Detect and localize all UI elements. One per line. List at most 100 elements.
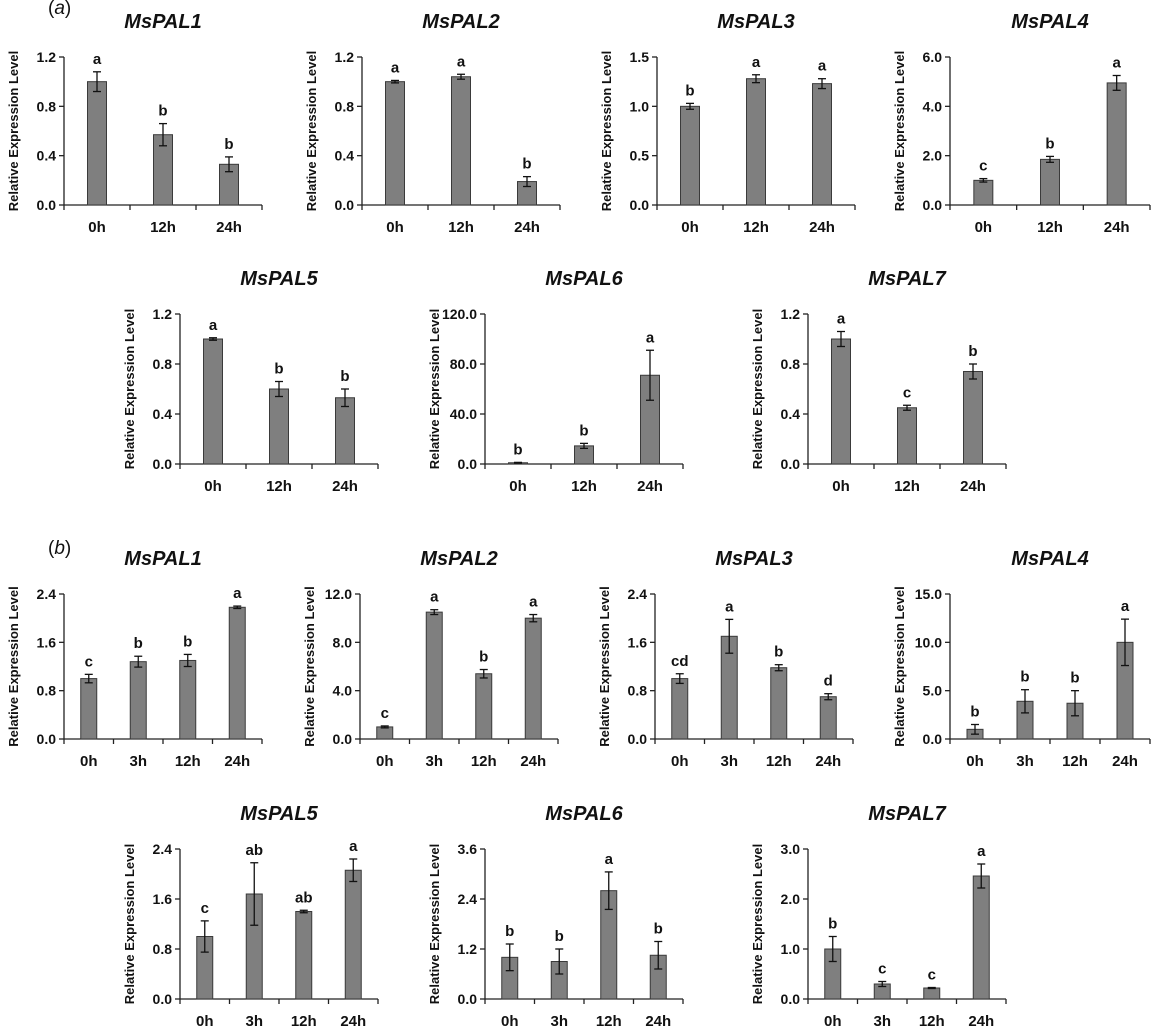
bar-24h	[344, 869, 362, 1000]
bar-24h	[812, 83, 832, 206]
chart-mspal2-panel-a: MsPAL2 Relative Expression Level 0.0 0.4 0.8…	[304, 11, 561, 236]
bar-12h	[451, 76, 471, 206]
y-tick-label: 1.5	[630, 49, 650, 65]
y-tick-label: 120.0	[442, 306, 477, 322]
x-category-label: 12h	[919, 1013, 945, 1030]
x-category-label: 0h	[386, 219, 404, 236]
significance-label: b	[505, 923, 514, 940]
y-axis-label: Relative Expression Level	[122, 844, 137, 1004]
significance-label: a	[752, 54, 761, 71]
bar-24h	[972, 875, 990, 1000]
y-tick-label: 40.0	[450, 406, 477, 422]
x-category-label: 0h	[509, 478, 527, 495]
significance-label: c	[928, 967, 936, 984]
y-axis-label: Relative Expression Level	[597, 586, 612, 746]
bar-0h	[87, 81, 107, 206]
y-tick-label: 2.4	[37, 586, 57, 602]
y-tick-label: 6.0	[923, 49, 943, 65]
x-category-label: 24h	[224, 753, 250, 770]
chart-title: MsPAL5	[240, 268, 318, 290]
x-category-label: 3h	[245, 1013, 263, 1030]
x-category-label: 3h	[550, 1013, 568, 1030]
chart-title: MsPAL6	[545, 803, 623, 825]
significance-label: b	[274, 361, 283, 378]
x-category-label: 12h	[1062, 753, 1088, 770]
y-tick-label: 1.0	[781, 941, 801, 957]
significance-label: c	[201, 900, 209, 917]
y-tick-label: 0.8	[781, 356, 801, 372]
x-category-label: 3h	[1016, 753, 1034, 770]
x-category-label: 0h	[88, 219, 106, 236]
y-tick-label: 12.0	[325, 586, 352, 602]
y-tick-label: 0.0	[37, 731, 57, 747]
x-category-label: 0h	[671, 753, 689, 770]
significance-label: a	[1112, 55, 1121, 72]
y-axis-label: Relative Expression Level	[750, 309, 765, 469]
significance-label: a	[430, 589, 439, 606]
y-tick-label: 2.4	[153, 841, 173, 857]
y-tick-label: 5.0	[923, 683, 943, 699]
x-category-label: 12h	[571, 478, 597, 495]
significance-label: b	[685, 82, 694, 99]
x-category-label: 12h	[291, 1013, 317, 1030]
chart-mspal3-panel-b: MsPAL3 Relative Expression Level 0.0 0.8 1.6…	[597, 548, 854, 770]
y-axis-label: Relative Expression Level	[892, 51, 907, 211]
y-tick-label: 0.0	[781, 456, 801, 472]
x-category-label: 24h	[340, 1013, 366, 1030]
x-category-label: 24h	[332, 478, 358, 495]
y-tick-label: 0.0	[630, 197, 650, 213]
significance-label: d	[824, 673, 833, 690]
chart-mspal6-panel-b: MsPAL6 Relative Expression Level 0.0 1.2 2.4…	[427, 803, 684, 1030]
chart-mspal4-panel-a: MsPAL4 Relative Expression Level 0.0 2.0 4.0…	[892, 11, 1151, 236]
y-tick-label: 1.2	[335, 49, 355, 65]
significance-label: b	[828, 916, 837, 933]
y-tick-label: 1.6	[37, 634, 57, 650]
significance-label: a	[977, 843, 986, 860]
x-category-label: 12h	[596, 1013, 622, 1030]
x-category-label: 0h	[681, 219, 699, 236]
y-tick-label: 1.2	[37, 49, 57, 65]
bar-12h	[475, 673, 493, 740]
bar-24h	[819, 696, 837, 740]
bar-0h	[831, 338, 851, 465]
x-category-label: 24h	[815, 753, 841, 770]
bar-12h	[269, 388, 289, 465]
significance-label: a	[233, 585, 242, 602]
x-category-label: 0h	[80, 753, 98, 770]
chart-mspal7-panel-b: MsPAL7 Relative Expression Level 0.0 1.0 2.0…	[750, 803, 1007, 1030]
x-category-label: 24h	[809, 219, 835, 236]
significance-label: b	[654, 921, 663, 938]
chart-title: MsPAL7	[868, 803, 946, 825]
significance-label: c	[381, 705, 389, 722]
significance-label: b	[522, 156, 531, 173]
y-tick-label: 0.0	[153, 991, 173, 1007]
y-tick-label: 3.0	[781, 841, 801, 857]
y-axis-label: Relative Expression Level	[750, 844, 765, 1004]
bar-12h	[746, 78, 766, 206]
x-category-label: 24h	[514, 219, 540, 236]
significance-label: a	[93, 51, 102, 68]
x-category-label: 12h	[743, 219, 769, 236]
bar-12h	[923, 987, 941, 1000]
significance-label: b	[513, 441, 522, 458]
y-tick-label: 10.0	[915, 634, 942, 650]
x-category-label: 0h	[824, 1013, 842, 1030]
y-tick-label: 0.4	[335, 148, 355, 164]
x-category-label: 12h	[266, 478, 292, 495]
y-tick-label: 0.4	[37, 148, 57, 164]
x-category-label: 3h	[873, 1013, 891, 1030]
y-tick-label: 1.6	[153, 891, 173, 907]
significance-label: b	[1020, 669, 1029, 686]
significance-label: ab	[245, 842, 263, 859]
bar-12h	[179, 659, 197, 740]
significance-label: b	[1070, 670, 1079, 687]
y-tick-label: 0.0	[37, 197, 57, 213]
y-tick-label: 0.4	[781, 406, 801, 422]
y-tick-label: 0.0	[628, 731, 648, 747]
bar-0h	[671, 678, 689, 740]
significance-label: ab	[295, 889, 313, 906]
y-tick-label: 2.0	[781, 891, 801, 907]
y-axis-label: Relative Expression Level	[304, 51, 319, 211]
bar-0h	[385, 81, 405, 206]
